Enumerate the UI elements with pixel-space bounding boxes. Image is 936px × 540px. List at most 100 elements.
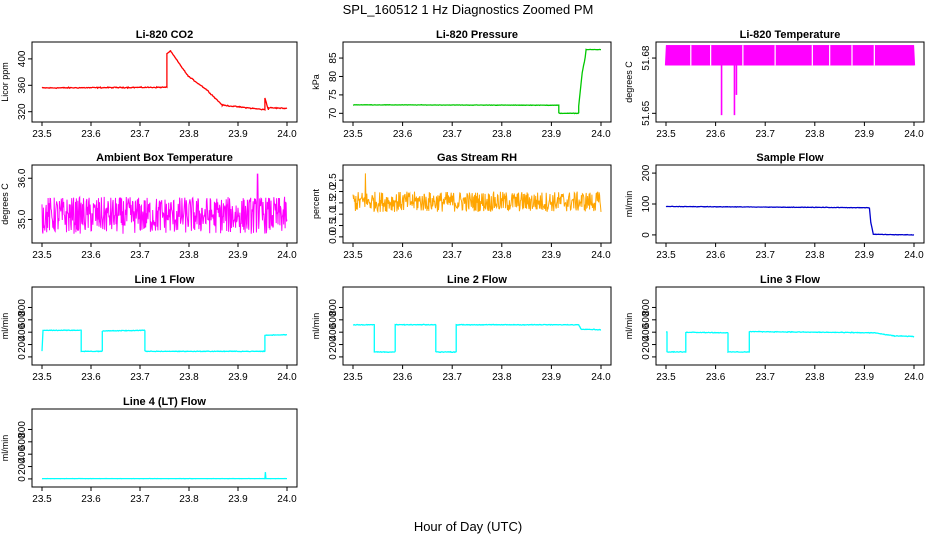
x-tick-label: 24.0: [277, 372, 297, 383]
x-tick-label: 23.8: [179, 250, 199, 261]
x-tick-label: 23.8: [179, 129, 199, 140]
x-tick-label: 23.6: [81, 250, 101, 261]
panel-line4: Line 4 (LT) Flow ml/min 23.5 23.6 23.7 23.8 23…: [0, 396, 298, 505]
x-tick-label: 24.0: [277, 494, 297, 505]
panel-licor_temp: Li-820 Temperature degrees C 23.5 23.6 23.7 2…: [624, 29, 925, 140]
y-tick-label: 2.5: [328, 173, 339, 187]
series-co2: [41, 50, 288, 112]
y-axis-label: degrees C: [0, 183, 10, 225]
x-tick-label: 23.8: [492, 250, 512, 261]
x-tick-label: 24.0: [904, 250, 924, 261]
plot-frame: [31, 164, 298, 244]
x-tick-label: 23.6: [706, 372, 726, 383]
x-tick-label: 23.6: [393, 129, 413, 140]
y-axis-label: degrees C: [624, 61, 634, 103]
panel-title: Li-820 Pressure: [436, 29, 518, 41]
x-tick-label: 23.5: [656, 250, 676, 261]
plot-frame: [342, 164, 612, 244]
x-tick-label: 23.9: [855, 129, 875, 140]
x-tick-label: 23.7: [130, 372, 150, 383]
y-axis-label: ml/min: [0, 435, 10, 462]
y-tick-label: 800: [641, 299, 652, 316]
y-tick-label: 51.65: [641, 100, 652, 125]
y-axis-label: Licor ppm: [0, 62, 10, 102]
data-line: [665, 330, 915, 354]
y-tick-label: 200: [641, 164, 652, 181]
x-tick-label: 23.6: [81, 494, 101, 505]
y-tick-label: 0: [17, 354, 28, 360]
y-axis-label: ml/min: [0, 313, 10, 340]
panel-title: Line 1 Flow: [135, 274, 195, 286]
x-tick-label: 23.6: [706, 250, 726, 261]
x-tick-label: 23.5: [343, 250, 363, 261]
panel-title: Li-820 CO2: [136, 29, 193, 41]
y-tick-label: 75: [328, 89, 339, 101]
x-tick-label: 23.5: [32, 494, 52, 505]
x-tick-label: 23.6: [706, 129, 726, 140]
y-tick-label: 0: [17, 476, 28, 482]
y-tick-label: 200: [328, 336, 339, 353]
panel-line1: Line 1 Flow ml/min 23.5 23.6 23.7 23.8 23.9 24.…: [0, 274, 298, 383]
x-tick-label: 23.6: [393, 250, 413, 261]
plot-frame: [342, 286, 612, 366]
y-tick-label: 1.0: [328, 207, 339, 221]
data-line: [41, 329, 288, 353]
y-tick-label: 600: [17, 311, 28, 328]
y-axis-label: percent: [311, 188, 321, 219]
x-tick-label: 23.7: [442, 372, 462, 383]
series-line2: [352, 323, 602, 354]
y-tick-label: 600: [641, 311, 652, 328]
panel-grid: Li-820 CO2 Licor ppm 23.5 23.6 23.7 23.8 23.9 2…: [0, 29, 925, 505]
panel-title: Sample Flow: [756, 152, 824, 164]
y-tick-label: 200: [641, 336, 652, 353]
x-tick-label: 24.0: [904, 129, 924, 140]
y-tick-label: 35.0: [17, 209, 28, 229]
x-tick-label: 23.9: [228, 372, 248, 383]
y-tick-label: 600: [17, 433, 28, 450]
data-line: [665, 205, 915, 236]
y-tick-label: 0: [328, 354, 339, 360]
x-tick-label: 24.0: [591, 129, 611, 140]
x-tick-label: 23.8: [805, 250, 825, 261]
y-tick-label: 360: [17, 77, 28, 94]
y-tick-label: 400: [17, 50, 28, 67]
x-tick-label: 23.9: [855, 250, 875, 261]
figure-title: SPL_160512 1 Hz Diagnostics Zoomed PM: [343, 2, 594, 17]
data-line: [352, 48, 601, 115]
x-tick-label: 23.7: [130, 494, 150, 505]
x-tick-label: 24.0: [591, 250, 611, 261]
x-tick-label: 23.9: [228, 494, 248, 505]
y-tick-label: 800: [328, 299, 339, 316]
y-tick-label: 2.0: [328, 184, 339, 198]
panel-box_temp: Ambient Box Temperature degrees C 23.5 23.6…: [0, 152, 298, 261]
y-axis-label: ml/min: [624, 313, 634, 340]
data-line: [41, 50, 288, 112]
y-tick-label: 85: [328, 52, 339, 64]
plot-frame: [31, 41, 298, 123]
x-tick-label: 23.9: [228, 250, 248, 261]
x-tick-label: 23.6: [393, 372, 413, 383]
y-tick-label: 320: [17, 103, 28, 120]
x-tick-label: 23.5: [32, 250, 52, 261]
y-tick-label: 36.0: [17, 168, 28, 188]
panel-co2: Li-820 CO2 Licor ppm 23.5 23.6 23.7 23.8 23.9 2…: [0, 29, 298, 140]
y-tick-label: 200: [17, 458, 28, 475]
y-tick-label: 0: [641, 354, 652, 360]
x-tick-label: 23.5: [32, 372, 52, 383]
panel-rh: Gas Stream RH percent 23.5 23.6 23.7 23.8 23.9…: [311, 152, 612, 261]
x-tick-label: 23.8: [805, 129, 825, 140]
y-tick-label: 0: [641, 232, 652, 238]
x-tick-label: 23.5: [656, 129, 676, 140]
series-pressure: [352, 48, 601, 115]
x-tick-label: 23.9: [542, 250, 562, 261]
y-tick-label: 400: [17, 445, 28, 462]
x-tick-label: 23.9: [542, 129, 562, 140]
data-line: [41, 173, 288, 234]
x-tick-label: 23.8: [805, 372, 825, 383]
y-tick-label: 1.5: [328, 195, 339, 209]
y-tick-label: 100: [641, 195, 652, 212]
x-tick-label: 23.9: [855, 372, 875, 383]
x-tick-label: 23.8: [179, 372, 199, 383]
y-tick-label: 400: [17, 323, 28, 340]
